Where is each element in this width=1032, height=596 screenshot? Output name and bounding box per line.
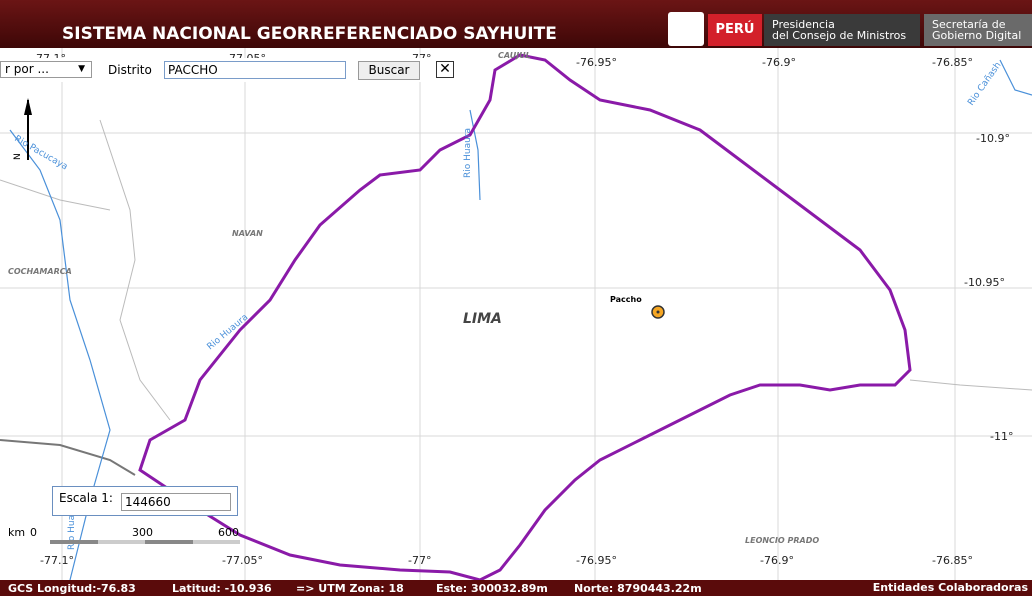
org-line: Secretaría de (932, 18, 1006, 31)
river-label: Rio Huaura (67, 500, 77, 550)
coord-label: -77.1° (40, 554, 74, 567)
search-button[interactable]: Buscar (358, 61, 420, 80)
river-labels: Rio Pacucaya Rio Huaura Rio Huaura Rio H… (13, 61, 1004, 550)
place-label: CAUJUL (498, 51, 531, 60)
coord-label: -76.95° (576, 56, 617, 69)
status-item: Este: 300032.89m (436, 582, 548, 595)
place-label: LEONCIO PRADO (745, 536, 819, 545)
coat-of-arms (668, 12, 704, 46)
header: SISTEMA NACIONAL GEORREFERENCIADO SAYHUI… (0, 0, 1032, 48)
close-button[interactable]: ✕ (436, 61, 454, 78)
boundary (0, 179, 111, 211)
coord-label: -76.95° (576, 554, 617, 567)
scale-seg (50, 540, 98, 544)
coord-label: -10.95° (964, 276, 1005, 289)
coord-label: -11° (990, 430, 1013, 443)
org-sgd: Secretaría de Gobierno Digital (924, 14, 1032, 46)
status-item: => UTM Zona: 18 (296, 582, 404, 595)
place-label: LIMA (463, 311, 502, 327)
scale-tick: 0 (30, 526, 37, 539)
district-label: Distrito (108, 63, 152, 77)
org-line: Presidencia (772, 18, 835, 31)
search-type-select[interactable]: r por ... ▼ (0, 61, 92, 78)
bottom-labels: -77.1° -77.05° -77° -76.95° -76.9° -76.8… (40, 554, 973, 567)
status-item: Norte: 8790443.22m (574, 582, 702, 595)
peru-badge: PERÚ (708, 14, 762, 46)
status-item: Latitud: -10.936 (172, 582, 272, 595)
river-label: Rio Huaura (463, 128, 473, 178)
scale-box: Escala 1: 144660 (52, 486, 238, 516)
scale-seg (145, 540, 193, 544)
north-arrow-head (24, 98, 32, 115)
grid (0, 48, 1032, 580)
coord-label: -76.9° (762, 56, 796, 69)
coord-label: -76.9° (760, 554, 794, 567)
status-item: GCS Longitud:-76.83 (8, 582, 136, 595)
org-pcm: Presidencia del Consejo de Ministros (764, 14, 920, 46)
road (0, 439, 136, 476)
coord-label: -10.9° (976, 132, 1010, 145)
coord-label: -76.85° (932, 56, 973, 69)
boundaries (0, 119, 1032, 421)
scale-input[interactable]: 144660 (121, 493, 231, 511)
org-line: del Consejo de Ministros (772, 29, 907, 42)
scale-tick: 600 (218, 526, 239, 539)
boundary (99, 119, 171, 421)
select-arrow: ▼ (78, 64, 85, 74)
partners-link[interactable]: Entidades Colaboradoras (872, 581, 1028, 594)
scale-unit: km (8, 526, 25, 539)
place-label: NAVAN (232, 229, 263, 238)
scale-tick: 300 (132, 526, 153, 539)
river (469, 109, 481, 201)
org-line: Gobierno Digital (932, 29, 1022, 42)
right-labels: -10.9° -10.95° -11° (964, 132, 1013, 443)
coord-label: -76.85° (932, 554, 973, 567)
app-title: SISTEMA NACIONAL GEORREFERENCIADO SAYHUI… (62, 24, 557, 44)
select-text: r por ... (5, 62, 49, 76)
marker-dot (656, 310, 660, 314)
coord-label: -77° (408, 554, 431, 567)
status-bar: GCS Longitud:-76.83 Latitud: -10.936 => … (0, 580, 1032, 596)
river (999, 59, 1032, 96)
north-label: N (13, 153, 23, 160)
river-label: Rio Pacucaya (13, 134, 70, 172)
boundary (909, 379, 1032, 391)
search-toolbar: r por ... ▼ Distrito PACCHO Buscar ✕ (0, 58, 478, 82)
coord-label: -77.05° (222, 554, 263, 567)
places: CAUJUL NAVAN COCHAMARCA LIMA Paccho LEON… (8, 51, 819, 545)
district-boundary (138, 53, 912, 582)
scale-label: Escala 1: (59, 491, 113, 505)
district-input[interactable]: PACCHO (164, 61, 346, 79)
place-label: Paccho (610, 295, 642, 304)
place-label: COCHAMARCA (8, 267, 72, 276)
scale-bar: km 0 300 600 (8, 526, 240, 544)
